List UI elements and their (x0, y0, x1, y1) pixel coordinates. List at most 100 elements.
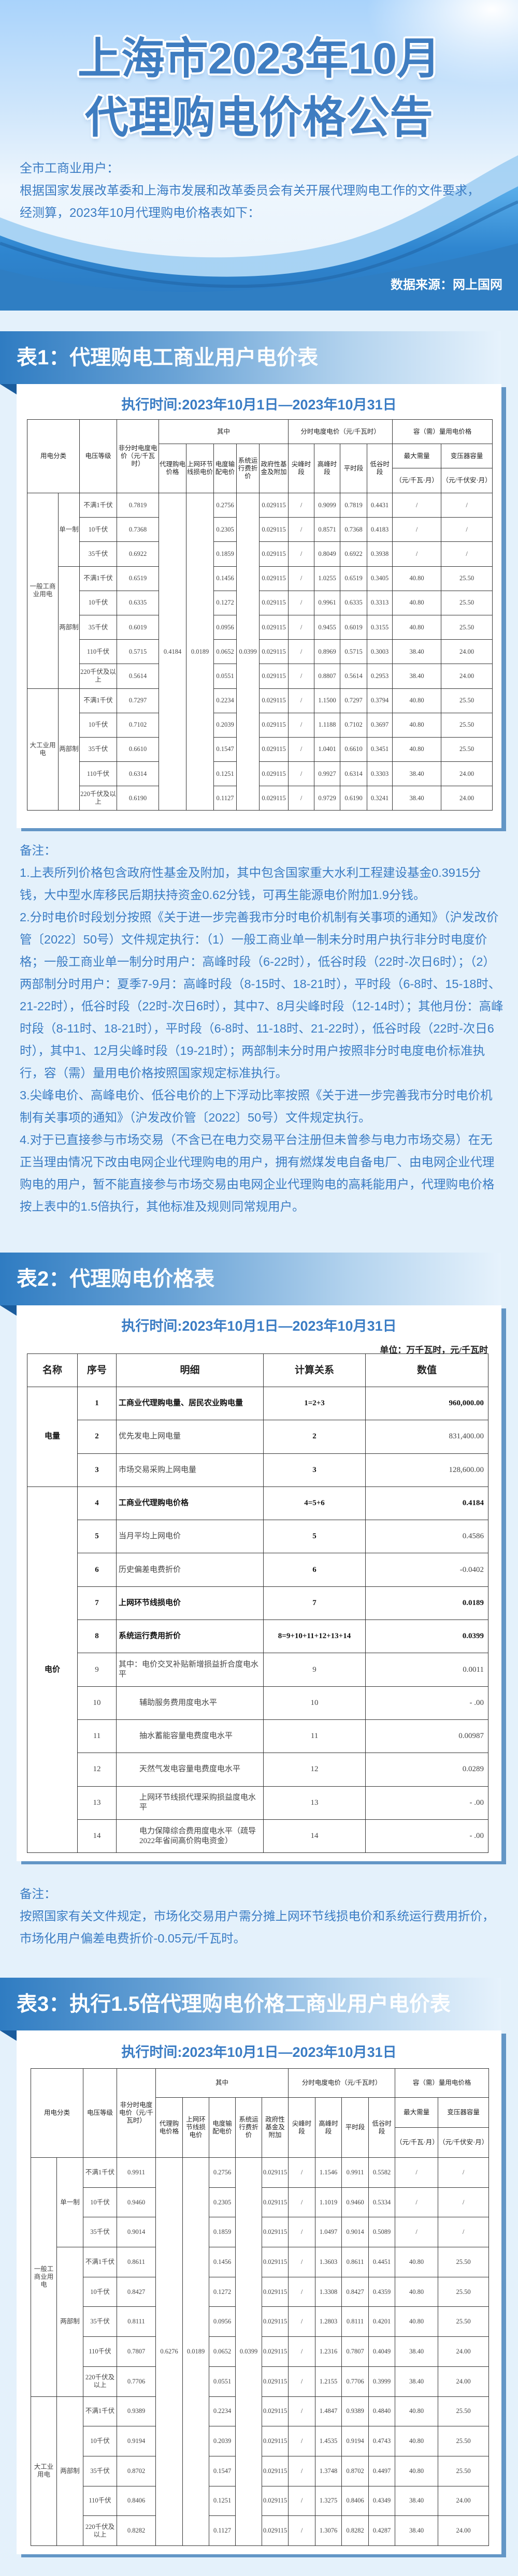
value-cell: / (438, 2217, 490, 2248)
table-row: 两部制 不满1千伏 0.8611 0.1456 0.029115/1.3603 0.861… (31, 2247, 490, 2397)
table-row: 两部制 不满1千伏 0.6519 0.1456 0.029115/1.0255 0.651… (27, 566, 493, 689)
value-cell: 40.80 (392, 566, 442, 591)
value-cell: 0.6610 (340, 737, 368, 762)
header-tdist: 电度输配电价 (209, 2097, 236, 2158)
greeting: 全市工商业用户： (20, 161, 119, 175)
value-cell: / (288, 2515, 316, 2546)
tdist-cell: 0.0652 (213, 639, 237, 665)
note-line: 按照国家有关文件规定，市场化交易用户需分摊上网环节线损电价和系统运行费用折价， (20, 1909, 495, 1923)
value-cell: 0.0189 (365, 1586, 488, 1621)
nontou-cell: 0.7368 (117, 517, 160, 542)
value-cell: 0.7368 (340, 517, 368, 542)
table3-heading: 表3：执行1.5倍代理购电价格工商业用户电价表 (17, 1993, 451, 2015)
value-cell: / (438, 2157, 490, 2188)
value-cell: 0.5089 (368, 2217, 396, 2248)
value-cell: 40.80 (392, 737, 442, 762)
value-cell: 40.80 (392, 688, 442, 713)
value-cell: / (438, 2187, 490, 2218)
tdist-cell: 0.1547 (213, 737, 237, 762)
table-row: 大工业用电 两部制 不满1千伏 0.9389 0.2234 0.029115/1.4847… (31, 2396, 490, 2546)
value-cell: 0.3313 (367, 590, 393, 615)
value-cell: 24.00 (441, 761, 493, 787)
value-cell: 0.8702 (341, 2455, 369, 2486)
header-nontou: 非分时电度电价（元/千瓦时） (117, 2068, 156, 2158)
note-item: 3.尖峰电价、高峰电价、低谷电价的上下浮动比率按照《关于进一步完善我市分时电价机… (20, 1088, 493, 1124)
row-number-cell: 4 (77, 1486, 117, 1521)
header-transformer: 变压器容量 (438, 2097, 490, 2128)
value-cell: 0.029115 (259, 737, 289, 762)
tdist-cell: 0.1859 (213, 541, 237, 567)
value-cell: 0.4451 (368, 2247, 396, 2277)
value-cell: / (288, 614, 315, 640)
value-cell: 40.80 (392, 614, 442, 640)
detail-cell: 优先发电上网电量 (116, 1420, 264, 1454)
table-row: 一般工商业用电 单一制 不满1千伏 0.9911 0.6276 0.0189 0.2756 0… (31, 2157, 490, 2546)
value-cell: / (288, 590, 315, 615)
tdist-cell: 0.2305 (209, 2187, 236, 2218)
calc-cell: 2 (263, 1420, 366, 1454)
nontou-cell: 0.8406 (117, 2485, 156, 2516)
value-cell: 0.029115 (259, 664, 289, 689)
value-cell: 0.9460 (341, 2187, 369, 2218)
value-cell: 0.9729 (314, 786, 341, 811)
value-cell: / (288, 2217, 316, 2248)
header-nontou: 非分时电度电价（元/千瓦时） (117, 419, 160, 493)
calc-cell: 6 (263, 1553, 366, 1587)
table-row: 14 电力保障综合费用度电水平（疏导2022年省间高价购电资金） 14- .00 (27, 1819, 488, 1853)
value-cell: 0.029115 (262, 2485, 289, 2516)
tdist-cell: 0.0551 (213, 664, 237, 689)
tdist-cell: 0.0652 (209, 2336, 236, 2367)
header-tou: 分时电度电价（元/千瓦时） (288, 419, 393, 444)
value-cell: 0.5334 (368, 2187, 396, 2218)
table-row: 110千伏 0.8406 0.1251 0.029115/1.3275 0.8406 0.… (31, 2485, 490, 2516)
voltage-cell: 220千伏及以上 (83, 2366, 118, 2397)
voltage-cell: 10千伏 (79, 517, 118, 542)
value-cell: 0.4201 (368, 2306, 396, 2337)
note-item: 4.对于已直接参与市场交易（不含已在电力交易平台注册但未曾参与电力市场交易）在无… (20, 1133, 495, 1213)
value-cell: / (288, 2455, 316, 2486)
value-cell: 0.0011 (365, 1653, 488, 1687)
value-cell: 0.9927 (314, 761, 341, 787)
table1-card: 执行时间:2023年10月1日—2023年10月31日 用电分类 电压等级 非分时电… (17, 384, 501, 828)
table1: 用电分类 电压等级 非分时电度电价（元/千瓦时） 其中 分时电度电价（元/千瓦时） 容（需… (26, 419, 493, 811)
header-govfund: 政府性基金及附加 (259, 444, 289, 493)
nontou-cell: 0.7807 (117, 2336, 156, 2367)
table-row: 10千伏 0.9460 0.2305 0.029115/1.1019 0.9460 0.5… (31, 2187, 490, 2218)
table-row: 35千伏 0.8111 0.0956 0.029115/1.2803 0.8111 0.4… (31, 2306, 490, 2337)
voltage-cell: 35千伏 (79, 541, 118, 567)
value-cell: 0.5614 (340, 664, 368, 689)
value-cell: 0.029115 (262, 2515, 289, 2546)
header-lineloss: 上网环节线损电价 (186, 444, 214, 493)
notes1-title: 备注： (20, 844, 56, 857)
tdist-cell: 0.1272 (213, 590, 237, 615)
nontou-cell: 0.8111 (117, 2306, 156, 2337)
header-valley: 低谷时段 (367, 444, 393, 493)
value-cell: 0.4359 (368, 2276, 396, 2307)
system-cell: 单一制 (56, 2157, 84, 2248)
header-demand: 最大需量 (392, 444, 442, 468)
value-cell: 0.3241 (367, 786, 393, 811)
nontou-cell: 0.9014 (117, 2217, 156, 2248)
calc-cell: 4=5+6 (263, 1486, 366, 1521)
row-number-cell: 8 (77, 1620, 117, 1654)
table-row: 11 抽水蓄能容量电费度电水平 11 0.00987 (27, 1719, 488, 1754)
row-number-cell: 3 (77, 1453, 117, 1487)
value-cell: 25.50 (441, 614, 493, 640)
header-govfund: 政府性基金及附加 (262, 2097, 289, 2158)
value-cell: 0.3938 (367, 541, 393, 567)
nontou-cell: 0.6335 (117, 590, 160, 615)
header-of-which: 其中 (155, 2068, 289, 2098)
value-cell: 1.4535 (315, 2426, 342, 2456)
table-row: 10千伏 0.8427 0.1272 0.029115/1.3308 0.8427 0.4… (31, 2276, 490, 2307)
header-sharp: 尖峰时段 (288, 2097, 316, 2158)
value-cell: / (288, 2426, 316, 2456)
value-cell: 1.0497 (315, 2217, 342, 2248)
title-line-2: 代理购电价格公告 (84, 93, 433, 142)
nontou-cell: 0.8282 (117, 2515, 156, 2546)
voltage-cell: 110千伏 (79, 639, 118, 665)
header-cell: 名称 (27, 1353, 78, 1387)
table3: 用电分类 电压等级 非分时电度电价（元/千瓦时） 其中 分时电度电价（元/千瓦时） 容（需… (30, 2068, 490, 2546)
value-cell: / (395, 2217, 439, 2248)
value-cell: / (392, 517, 442, 542)
header-valley: 低谷时段 (368, 2097, 396, 2158)
